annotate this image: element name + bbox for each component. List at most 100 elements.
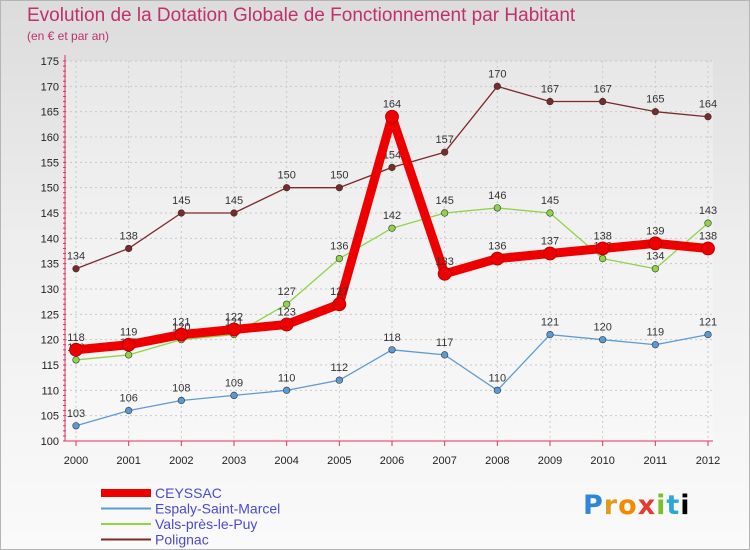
data-point [177, 396, 185, 405]
data-label: 118 [383, 332, 401, 344]
data-point [648, 236, 663, 251]
chart-subtitle: (en € et par an) [27, 29, 110, 43]
logo-letter: P [583, 490, 604, 521]
logo-letter: x [637, 490, 657, 521]
data-label: 145 [435, 195, 453, 207]
data-point [227, 322, 241, 337]
y-tick-label: 100 [41, 436, 59, 448]
data-label: 123 [277, 306, 295, 318]
x-tick-label: 2009 [538, 455, 562, 467]
series: 134 138 145 145 150 150 154 157 170 167 167 165 164 1… [67, 68, 717, 430]
data-label: 138 [699, 230, 717, 242]
y-tick-label: 165 [41, 107, 59, 119]
data-label: 150 [330, 170, 348, 182]
data-label: 143 [699, 205, 717, 217]
data-label: 142 [383, 210, 401, 222]
data-label: 119 [647, 327, 665, 339]
y-tick-label: 135 [41, 259, 59, 271]
chart-title: Evolution de la Dotation Globale de Fonc… [27, 5, 576, 26]
data-point [335, 376, 343, 384]
data-point [599, 255, 607, 263]
y-tick-label: 150 [41, 183, 59, 195]
data-point [121, 337, 136, 352]
data-label: 112 [331, 362, 349, 374]
data-label: 138 [593, 230, 611, 242]
logo-letter: o [618, 490, 638, 521]
data-label: 146 [488, 190, 506, 202]
axes: 100 105 110 115 120 125 130 135 140 145 150 155 160 1… [41, 55, 720, 467]
y-tick-label: 120 [41, 335, 59, 347]
data-label: 110 [278, 372, 296, 384]
data-label: 108 [172, 382, 190, 394]
data-label: 157 [435, 134, 453, 146]
data-point [69, 342, 83, 357]
data-label: 145 [225, 195, 243, 207]
legend-label: Espaly-Saint-Marcel [155, 501, 280, 517]
x-tick-label: 2012 [696, 455, 720, 467]
legend: CEYSSACEspaly-Saint-MarcelVals-près-le-P… [101, 485, 280, 548]
data-label: 164 [699, 99, 717, 111]
data-label: 122 [225, 312, 243, 324]
data-label: 120 [593, 322, 611, 334]
data-point [72, 265, 80, 273]
data-label: 106 [119, 393, 137, 405]
y-tick-label: 155 [41, 157, 59, 169]
data-point [543, 246, 557, 261]
data-point [283, 386, 291, 394]
data-point [599, 336, 607, 344]
data-point [546, 97, 554, 106]
x-tick-label: 2007 [432, 455, 456, 467]
logo-letter: i [656, 490, 667, 521]
data-label: 118 [67, 332, 85, 344]
data-point [72, 356, 80, 364]
y-tick-label: 110 [41, 385, 59, 397]
data-label: 121 [541, 317, 559, 329]
data-point [174, 327, 189, 342]
data-label: 134 [646, 251, 664, 263]
data-point [230, 391, 238, 400]
data-label: 138 [119, 230, 137, 242]
x-tick-label: 2008 [485, 455, 509, 467]
legend-label: Polignac [155, 532, 209, 548]
data-label: 121 [172, 317, 190, 329]
data-point [704, 219, 712, 227]
data-point [283, 184, 291, 192]
data-point [493, 386, 501, 394]
data-point [441, 209, 449, 217]
y-tick-label: 175 [41, 56, 59, 68]
data-point [388, 163, 396, 171]
data-point [125, 244, 133, 253]
data-label: 121 [699, 317, 717, 329]
data-label: 167 [593, 84, 611, 96]
x-tick-label: 2005 [327, 455, 351, 467]
data-label: 165 [646, 94, 664, 106]
data-label: 110 [489, 372, 507, 384]
logo-letter: r [603, 490, 619, 521]
x-tick-label: 2002 [169, 455, 193, 467]
data-point [595, 241, 610, 256]
data-point [388, 346, 396, 354]
data-point [388, 224, 396, 232]
data-label: 167 [541, 84, 559, 96]
data-point [441, 148, 449, 156]
data-label: 136 [330, 241, 348, 253]
data-point [437, 266, 452, 281]
data-label: 109 [225, 377, 243, 389]
data-point [335, 255, 343, 263]
data-label: 134 [67, 251, 85, 263]
data-label: 127 [277, 286, 295, 298]
data-point [493, 204, 501, 212]
y-tick-label: 160 [41, 132, 59, 144]
data-label: 133 [435, 256, 453, 268]
data-point [72, 422, 80, 430]
x-tick-label: 2000 [64, 455, 88, 467]
x-tick-label: 2003 [222, 455, 246, 467]
y-tick-label: 125 [41, 309, 59, 321]
data-point [651, 341, 659, 349]
data-point [279, 317, 294, 332]
data-label: 145 [172, 195, 190, 207]
data-label: 117 [436, 337, 454, 349]
data-label: 137 [541, 236, 559, 248]
y-tick-label: 115 [41, 360, 59, 372]
data-point [335, 184, 343, 192]
